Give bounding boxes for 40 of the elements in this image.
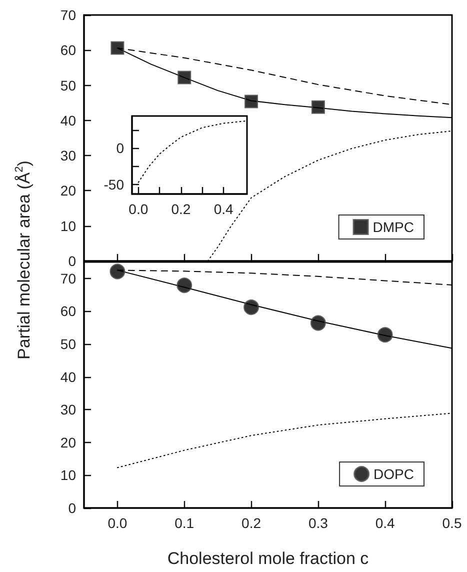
point [110, 264, 126, 280]
y-tick-label: 60 [60, 42, 76, 58]
y-tick-label: 30 [60, 402, 76, 418]
legend-label: DMPC [372, 219, 414, 235]
y-tick-label: 0 [68, 500, 76, 516]
x-tick-label: 0.2 [242, 515, 262, 531]
y-tick-label: 10 [60, 218, 76, 234]
point [377, 327, 393, 343]
x-tick-label: 0.5 [442, 515, 462, 531]
point [110, 41, 124, 55]
y-tick-label: 0 [116, 140, 124, 156]
line-series [116, 412, 452, 468]
y-tick-label: 20 [60, 434, 76, 450]
x-tick-label: 0.0 [108, 515, 128, 531]
y-tick-label: 40 [60, 112, 76, 128]
y-tick-label: 50 [60, 77, 76, 94]
legend-label: DOPC [374, 466, 414, 482]
point [310, 315, 326, 331]
x-tick-label: 0.2 [171, 201, 191, 217]
point [311, 100, 325, 114]
y-tick-label: 30 [60, 148, 76, 164]
point [244, 300, 260, 316]
y-tick-label: 70 [60, 270, 76, 286]
y-tick-label: 20 [60, 182, 76, 199]
x-axis-title: Cholesterol mole fraction c [167, 549, 370, 568]
x-tick-label: 0.4 [214, 201, 234, 217]
y-tick-label: -50 [104, 176, 124, 193]
y-tick-label: 70 [60, 7, 76, 23]
y-tick-label: 10 [60, 467, 76, 484]
point [178, 70, 192, 84]
point [244, 94, 258, 108]
x-tick-label: 0.1 [174, 515, 194, 531]
point [176, 278, 192, 294]
y-tick-label: 40 [60, 368, 76, 385]
y-tick-label: 50 [60, 336, 76, 352]
x-tick-label: 0.0 [128, 201, 148, 217]
x-tick-label: 0.3 [308, 515, 328, 531]
y-tick-label: 0 [68, 253, 76, 269]
x-tick-label: 0.4 [375, 515, 396, 531]
y-tick-label: 60 [60, 303, 76, 320]
